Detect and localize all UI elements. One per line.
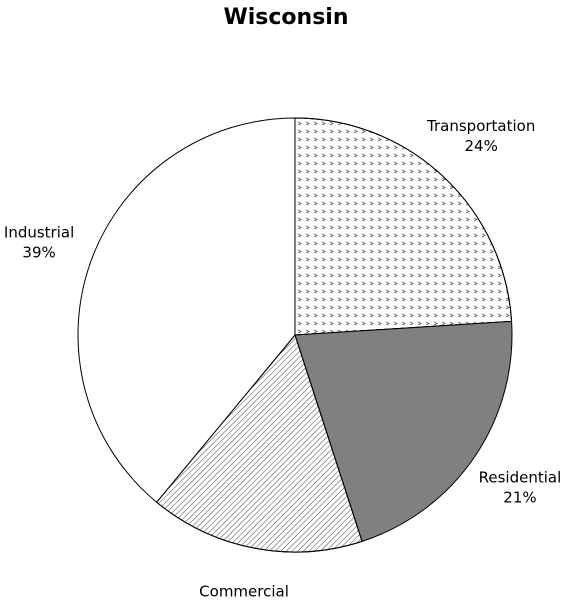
pie-slice-pattern: [294, 117, 513, 336]
slice-value-label: 39%: [22, 243, 55, 261]
slice-label: Transportation: [426, 117, 535, 135]
pie-slice-pattern: [155, 333, 363, 553]
slice-value-label: 24%: [465, 137, 498, 155]
slice-label: Industrial: [4, 223, 74, 241]
slice-label: Commercial: [199, 583, 289, 601]
pie-slice: [294, 320, 513, 543]
pie-slice: [77, 117, 296, 503]
chart-title: Wisconsin: [223, 5, 348, 30]
slice-label: Residential: [479, 468, 562, 486]
slice-value-label: 21%: [503, 488, 536, 506]
slice-value-label: 16%: [227, 603, 260, 604]
